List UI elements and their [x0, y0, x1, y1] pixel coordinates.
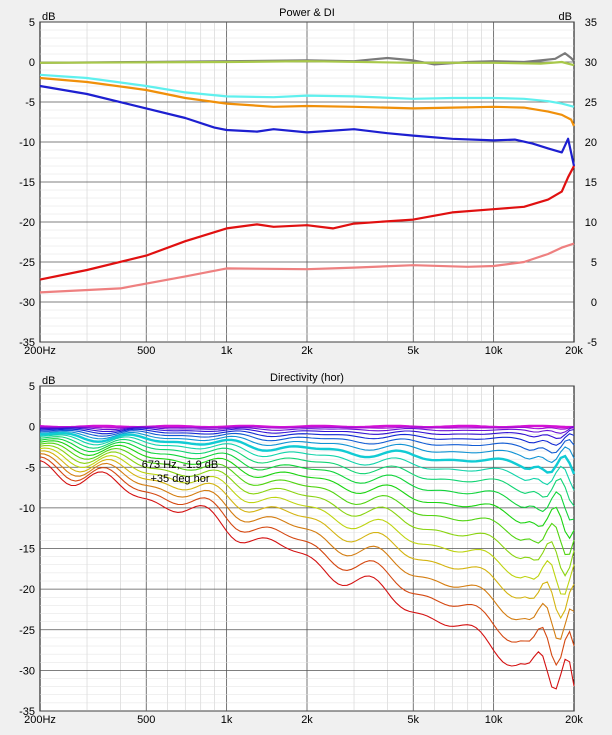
power-di-ytick-label: -20: [19, 217, 35, 229]
directivity-ytick-label: -10: [19, 503, 35, 515]
power-di-series-line-6: [39, 242, 575, 294]
directivity-series-line-85: [39, 456, 575, 667]
directivity-xtick-label: 500: [137, 714, 155, 726]
power-di-series-line-2: [39, 73, 575, 108]
directivity-series-line-35: [39, 431, 576, 475]
power-di-xtick-label: 20k: [565, 345, 583, 357]
directivity-annotation-line2: +35 deg hor: [150, 473, 209, 485]
directivity-series-line-50: [39, 438, 575, 521]
directivity-annotation-line1: 673 Hz, -1.9 dB: [142, 459, 218, 471]
directivity-series-line-80: [39, 453, 575, 640]
power-di-ytick-right-label: 35: [585, 17, 597, 29]
power-di-ytick-label: 0: [29, 57, 35, 69]
power-di-ytick-label: -25: [19, 257, 35, 269]
directivity-series-line-5: [40, 425, 575, 430]
power-di-title: Power & DI: [279, 7, 335, 19]
power-di-xtick-label: 5k: [407, 345, 419, 357]
power-di-ytick-label: -10: [19, 137, 35, 149]
directivity-series-line-60: [39, 442, 575, 556]
power-di-ylabel-right: dB: [559, 11, 572, 23]
power-di-ticks: 200Hz 500 1k 2k 5k 10k 20k 5 0 -5 -10 -15 -20 -25 -30 -…: [19, 17, 597, 357]
directivity-series-line-30: [40, 431, 575, 464]
power-di-ylabel-left: dB: [42, 11, 55, 23]
directivity-xtick-label: 10k: [485, 714, 503, 726]
directivity-series-line-15: [39, 427, 575, 439]
power-di-series: [39, 52, 576, 294]
power-di-xtick-label: 2k: [301, 345, 313, 357]
directivity-xtick-label: 200Hz: [24, 714, 56, 726]
power-di-ytick-right-label: 30: [585, 57, 597, 69]
directivity-series-line-25: [39, 429, 575, 454]
power-di-ytick-label: -35: [19, 337, 35, 349]
directivity-series-line-75: [39, 450, 575, 620]
power-di-series-line-1: [39, 60, 575, 67]
power-di-ytick-right-label: 5: [591, 257, 597, 269]
directivity-xtick-label: 1k: [221, 714, 233, 726]
directivity-ylabel: dB: [42, 375, 55, 387]
directivity-series-line-10: [39, 426, 575, 434]
directivity-series-line-40: [39, 434, 575, 491]
power-di-ytick-label: -15: [19, 177, 35, 189]
power-di-xtick-label: 1k: [221, 345, 233, 357]
directivity-xtick-label: 20k: [565, 714, 583, 726]
directivity-series-line-45: [39, 436, 575, 507]
directivity-series: [39, 424, 576, 690]
power-di-xtick-label: 10k: [485, 345, 503, 357]
directivity-ytick-label: -25: [19, 625, 35, 637]
power-di-ytick-right-label: 0: [591, 297, 597, 309]
directivity-series-line-90: [39, 459, 575, 690]
directivity-series-line-70: [39, 447, 575, 595]
power-di-ytick-label: -5: [25, 97, 35, 109]
directivity-ytick-label: 0: [29, 422, 35, 434]
power-di-grid: [40, 21, 574, 343]
power-di-ytick-label: 5: [29, 17, 35, 29]
power-di-ytick-label: -30: [19, 297, 35, 309]
power-di-ytick-right-label: -5: [587, 337, 597, 349]
directivity-series-line-20: [39, 428, 575, 446]
power-di-chart: Power & DI dB dB 200Hz 500 1k 2k 5k 10k 20k 5 0 -…: [19, 7, 597, 357]
power-di-series-line-3: [39, 76, 576, 127]
directivity-grid: [40, 385, 574, 712]
power-di-ytick-right-label: 15: [585, 177, 597, 189]
directivity-ytick-label: -5: [25, 462, 35, 474]
directivity-title: Directivity (hor): [270, 372, 344, 384]
directivity-ytick-label: -15: [19, 544, 35, 556]
directivity-ytick-label: -20: [19, 584, 35, 596]
directivity-ytick-label: 5: [29, 381, 35, 393]
directivity-ytick-label: -35: [19, 706, 35, 718]
directivity-chart: Directivity (hor) dB 200Hz 500 1k 2k 5k 10k 20…: [19, 372, 583, 726]
directivity-ytick-label: -30: [19, 665, 35, 677]
power-di-ytick-right-label: 20: [585, 137, 597, 149]
directivity-series-line-65: [39, 444, 575, 577]
power-di-ytick-right-label: 10: [585, 217, 597, 229]
power-di-ytick-right-label: 25: [585, 97, 597, 109]
directivity-xtick-label: 5k: [407, 714, 419, 726]
directivity-xtick-label: 2k: [301, 714, 313, 726]
power-di-xtick-label: 200Hz: [24, 345, 56, 357]
power-di-series-line-5: [39, 165, 575, 281]
directivity-series-line-55: [39, 440, 575, 540]
directivity-ticks: 200Hz 500 1k 2k 5k 10k 20k 5 0 -5 -10 -15 -20 -25 -30 -…: [19, 381, 583, 726]
power-di-xtick-label: 500: [137, 345, 155, 357]
power-di-series-line-4: [39, 84, 576, 167]
